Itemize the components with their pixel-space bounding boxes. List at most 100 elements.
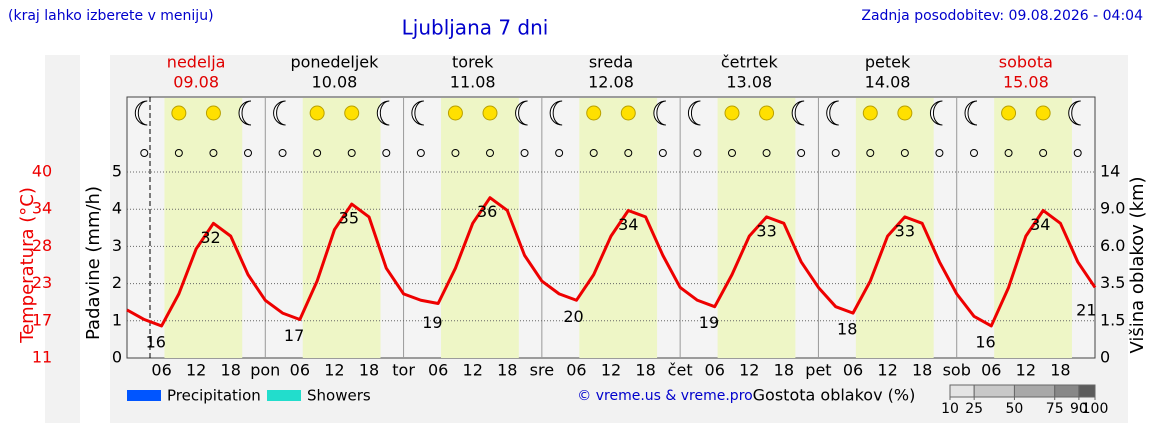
y2-tick-label: 3.5 [1100, 273, 1125, 292]
sun-icon [897, 105, 913, 121]
x-tick-label: 06 [428, 361, 448, 380]
cloud-legend-label: 25 [965, 401, 983, 417]
sun-icon [344, 105, 360, 121]
sun-icon [862, 105, 878, 121]
sun-icon [586, 105, 602, 121]
y2-tick-label: 14 [1100, 162, 1120, 181]
wind-icon [244, 149, 252, 157]
sun-icon [309, 105, 325, 121]
day-date: 14.08 [865, 73, 911, 92]
extreme-label: 32 [200, 228, 220, 247]
wind-icon [382, 149, 391, 157]
moon-icon [515, 100, 528, 126]
wind-icon [831, 149, 840, 157]
x-day-label: sre [530, 361, 554, 380]
x-tick-label: 12 [463, 361, 483, 380]
day-name: sreda [589, 53, 633, 72]
wind-icon [728, 149, 736, 157]
x-tick-label: 12 [601, 361, 621, 380]
temp-tick-label: 28 [32, 236, 52, 255]
legend-label: Precipitation [167, 387, 261, 405]
wind-icon [278, 149, 287, 157]
wind-icon [209, 149, 218, 157]
extreme-label: 19 [422, 313, 442, 332]
x-tick-label: 18 [912, 361, 932, 380]
wind-icon [416, 149, 425, 157]
day-date: 12.08 [588, 73, 634, 92]
wind-icon [589, 149, 598, 157]
moon-icon [411, 100, 424, 126]
day-name: četrtek [721, 53, 779, 72]
x-tick-label: 18 [635, 361, 655, 380]
extreme-label: 34 [618, 215, 638, 234]
wind-icon [900, 149, 909, 157]
extreme-label: 17 [284, 326, 304, 345]
wind-icon [451, 149, 460, 157]
extreme-label: 35 [339, 209, 359, 228]
temp-tick-label: 34 [32, 199, 52, 218]
extreme-label: 36 [477, 202, 497, 221]
x-tick-label: 06 [981, 361, 1001, 380]
day-date: 11.08 [450, 73, 496, 92]
wind-icon [520, 149, 529, 157]
day-name: sobota [999, 53, 1053, 72]
y2-axis-label: Višina oblakov (km) [1127, 176, 1148, 353]
sun-icon [724, 105, 740, 121]
temp-tick-label: 40 [32, 162, 52, 181]
extreme-label: 21 [1076, 300, 1096, 319]
x-tick-label: 18 [774, 361, 794, 380]
sun-icon [759, 105, 775, 121]
moon-icon [653, 100, 666, 126]
y-tick-label: 3 [112, 236, 122, 255]
sun-icon [620, 105, 636, 121]
extreme-label: 19 [699, 313, 719, 332]
y-tick-label: 4 [112, 199, 122, 218]
updated: Zadnja posodobitev: 09.08.2026 - 04:04 [861, 8, 1143, 24]
cloud-legend-label: 75 [1046, 401, 1064, 417]
x-day-label: tor [392, 361, 415, 380]
chart-title: Ljubljana 7 dni [402, 16, 549, 40]
sun-icon [482, 105, 498, 121]
wind-icon [624, 149, 633, 157]
x-tick-label: 12 [877, 361, 897, 380]
day-name: petek [865, 53, 911, 72]
day-name: nedelja [167, 53, 226, 72]
extreme-label: 18 [837, 320, 857, 339]
cloud-legend-label: 10 [941, 401, 959, 417]
x-day-label: sob [943, 361, 971, 380]
y2-tick-label: 9.0 [1100, 199, 1125, 218]
moon-icon [238, 100, 252, 126]
wind-icon [1073, 149, 1082, 157]
wind-icon [1039, 149, 1048, 157]
sun-icon [1001, 105, 1017, 121]
note: (kraj lahko izberete v meniju) [8, 8, 214, 24]
x-tick-label: 12 [739, 361, 759, 380]
x-tick-label: 12 [1016, 361, 1036, 380]
cloud-legend-box [949, 384, 975, 398]
wind-icon [658, 149, 667, 157]
x-tick-label: 12 [324, 361, 344, 380]
wind-icon [347, 149, 356, 157]
y-tick-label: 1 [112, 310, 122, 329]
legend-swatch [267, 390, 301, 401]
wind-icon [313, 149, 322, 157]
temp-tick-label: 17 [32, 310, 52, 329]
x-tick-label: 18 [359, 361, 379, 380]
y-axis-label: Padavine (mm/h) [83, 186, 104, 340]
sun-icon [1035, 105, 1051, 121]
y2-tick-label: 0 [1100, 348, 1110, 367]
day-date: 13.08 [726, 73, 772, 92]
wind-icon [797, 149, 806, 157]
wind-icon [762, 149, 771, 157]
sun-icon [171, 105, 187, 121]
extreme-label: 33 [895, 221, 915, 240]
cloud-legend-box [1078, 384, 1096, 398]
moon-icon [826, 100, 839, 126]
temp-tick-label: 11 [32, 348, 52, 367]
wind-icon [693, 149, 702, 157]
temp-axis-label: Temperatura (°C) [17, 187, 38, 344]
y-tick-label: 5 [112, 162, 122, 181]
extreme-label: 16 [975, 332, 995, 351]
extreme-label: 33 [756, 221, 776, 240]
extreme-label: 20 [563, 307, 583, 326]
